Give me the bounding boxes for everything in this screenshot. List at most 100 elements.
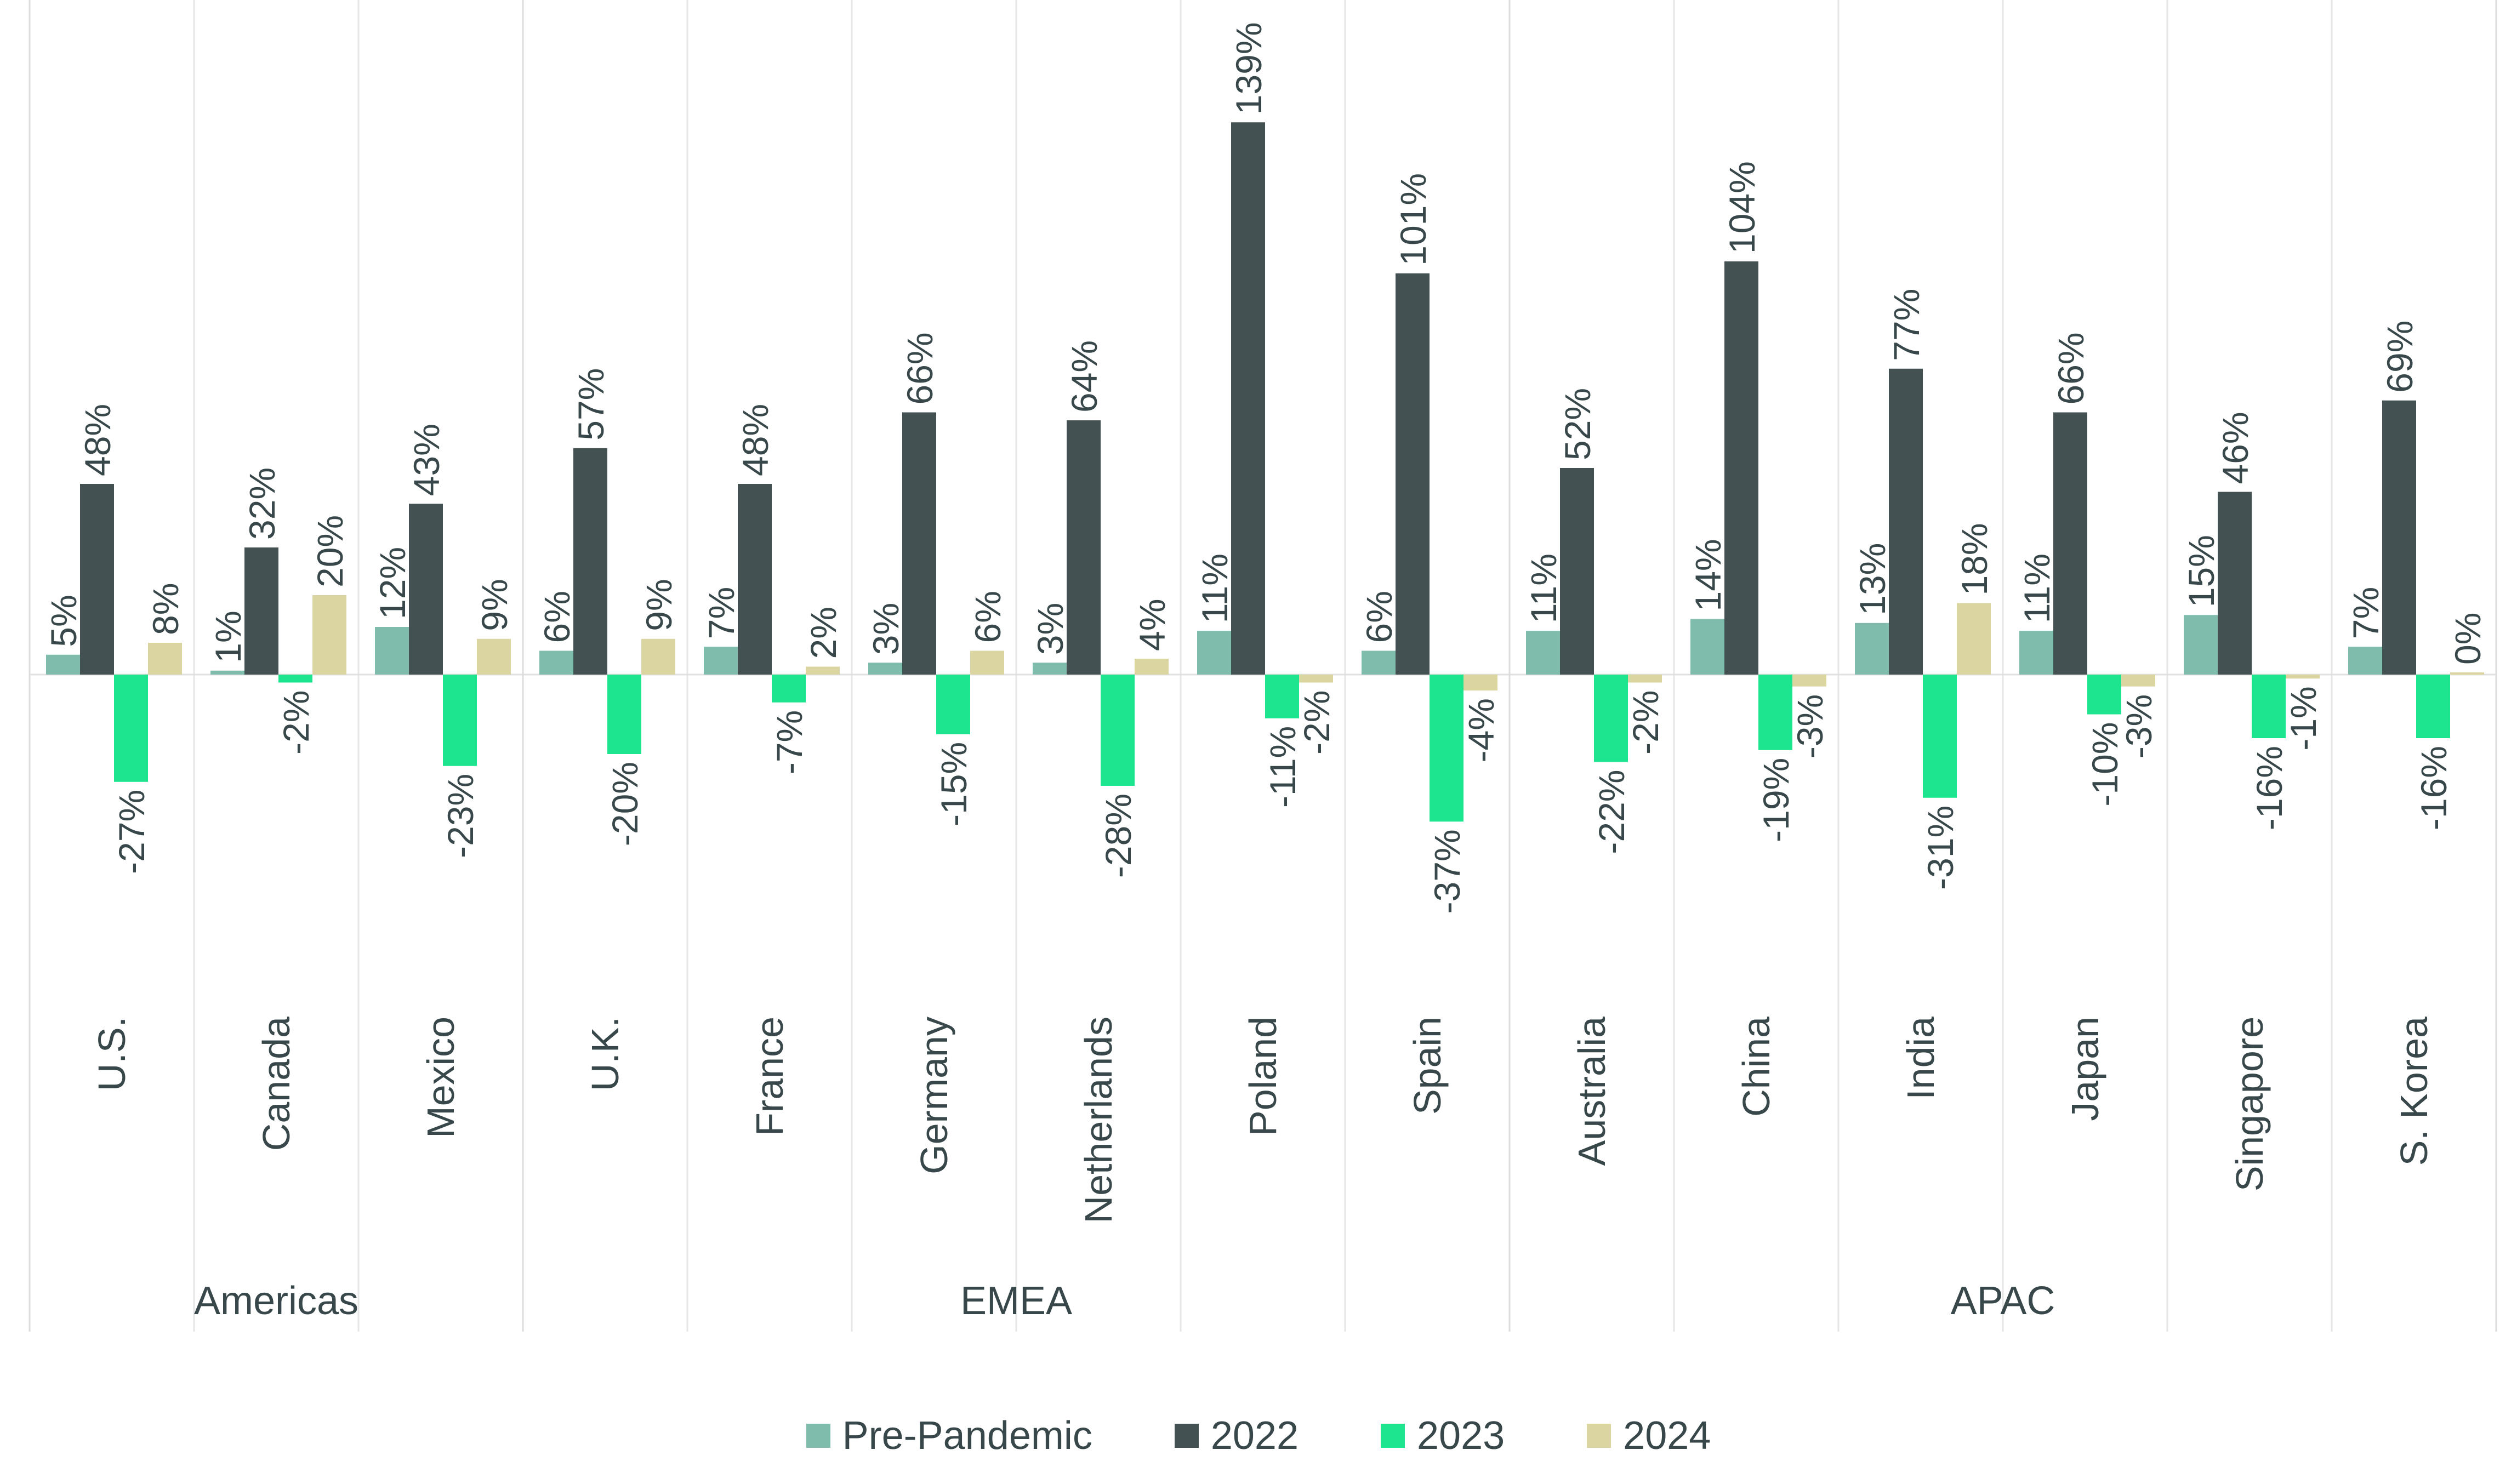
data-label: -7% <box>769 710 810 774</box>
legend-swatch <box>1174 1424 1199 1448</box>
bar-2023-japan <box>2087 675 2121 715</box>
data-label: 66% <box>2051 332 2091 404</box>
data-label: -10% <box>2085 722 2125 807</box>
data-label: 52% <box>1557 388 1598 460</box>
data-label: -2% <box>1625 690 1666 755</box>
legend-item: 2024 <box>1587 1413 1711 1458</box>
data-label: 3% <box>865 603 906 655</box>
bar-2024-poland <box>1299 675 1333 683</box>
category-label: China <box>1735 1017 1778 1117</box>
bar-2024-australia <box>1628 675 1662 683</box>
group-label: APAC <box>1951 1279 2055 1323</box>
bar-pre-pandemic-australia <box>1526 631 1560 675</box>
bar-2024-u-k- <box>641 638 675 675</box>
data-label: 48% <box>77 404 118 476</box>
data-label: 1% <box>208 610 248 663</box>
category-label: Canada <box>255 1017 298 1151</box>
bar-pre-pandemic-china <box>1690 619 1724 675</box>
bar-pre-pandemic-poland <box>1197 631 1231 675</box>
data-label: -3% <box>2119 694 2159 758</box>
legend-item: Pre-Pandemic <box>806 1413 1092 1458</box>
bar-chart-svg: 5% 1% 12% 6% 7% 3% 3% 11% 6% 11% 14% 13% 11% 15% 7% 48%… <box>29 0 2497 1332</box>
bar-pre-pandemic-germany <box>868 663 902 675</box>
bar-2024-india <box>1957 603 1991 675</box>
bar-2022-canada <box>244 547 278 675</box>
category-label: Germany <box>913 1017 955 1174</box>
bar-2023-germany <box>936 675 970 734</box>
bar-2024-s-korea <box>2450 672 2484 675</box>
data-label: 11% <box>2017 553 2057 623</box>
bar-2023-u-s- <box>114 675 148 782</box>
bar-2023-u-k- <box>607 675 641 754</box>
bar-2023-australia <box>1594 675 1628 762</box>
bar-2024-mexico <box>477 638 511 675</box>
category-label: France <box>748 1017 791 1136</box>
bar-2024-u-s- <box>148 643 182 675</box>
data-label: 7% <box>2345 587 2386 639</box>
category-label: India <box>1899 1017 1942 1100</box>
data-label: -23% <box>440 774 481 858</box>
data-label: -28% <box>1098 794 1138 878</box>
bar-2023-china <box>1758 675 1792 750</box>
data-label: -22% <box>1591 770 1632 854</box>
bar-2023-france <box>772 675 806 703</box>
data-label: 139% <box>1228 22 1269 115</box>
bar-2022-germany <box>902 412 936 675</box>
data-label: 12% <box>372 547 413 619</box>
data-label: 77% <box>1886 289 1927 361</box>
category-label: U.S. <box>90 1017 133 1091</box>
bar-2022-u-k- <box>573 448 607 675</box>
category-label: Netherlands <box>1077 1017 1120 1223</box>
bar-pre-pandemic-spain <box>1362 650 1396 675</box>
bar-2023-mexico <box>443 675 477 766</box>
bar-pre-pandemic-s-korea <box>2348 647 2382 675</box>
legend-item: 2023 <box>1381 1413 1505 1458</box>
bar-2022-u-s- <box>80 484 114 675</box>
data-label: 48% <box>735 404 776 476</box>
data-label: 7% <box>701 587 742 639</box>
data-label: 104% <box>1722 161 1762 254</box>
bar-2024-germany <box>970 650 1004 675</box>
bar-2023-canada <box>278 675 312 683</box>
data-label: 6% <box>537 591 577 643</box>
bar-2023-s-korea <box>2416 675 2450 738</box>
bar-layer <box>46 122 2484 822</box>
bar-pre-pandemic-france <box>704 647 738 675</box>
data-label: 6% <box>967 591 1008 643</box>
bar-2024-japan <box>2121 675 2155 687</box>
category-label: Japan <box>2064 1017 2106 1121</box>
legend-label: 2023 <box>1417 1414 1505 1458</box>
bar-2023-singapore <box>2252 675 2286 738</box>
bar-pre-pandemic-canada <box>210 670 244 675</box>
bar-2022-spain <box>1396 273 1430 675</box>
data-label: -16% <box>2413 746 2454 830</box>
bar-2022-poland <box>1231 122 1265 675</box>
category-label: Mexico <box>419 1017 462 1138</box>
data-label: 6% <box>1359 591 1399 643</box>
data-label: 0% <box>2447 613 2488 665</box>
data-label: -19% <box>1756 758 1796 842</box>
legend-swatch <box>1381 1424 1405 1448</box>
data-label: -11% <box>1262 726 1303 808</box>
data-label: -37% <box>1427 829 1467 914</box>
bar-pre-pandemic-india <box>1855 623 1889 675</box>
data-label: -3% <box>1790 694 1830 758</box>
bar-2022-india <box>1889 368 1923 675</box>
legend: Pre-Pandemic 2022 2023 2024 <box>0 1403 2517 1469</box>
axis-layer: U.S. Canada Mexico U.K. France Germany Netherl… <box>29 0 2497 1332</box>
bar-2023-poland <box>1265 675 1299 718</box>
data-label: -20% <box>605 762 645 846</box>
bar-pre-pandemic-netherlands <box>1033 663 1067 675</box>
data-label-layer: 5% 1% 12% 6% 7% 3% 3% 11% 6% 11% 14% 13% 11% 15% 7% 48%… <box>43 22 2488 914</box>
data-label: 20% <box>310 515 350 587</box>
legend-label: Pre-Pandemic <box>842 1414 1092 1458</box>
legend-swatch <box>1587 1424 1611 1448</box>
category-label: Singapore <box>2228 1017 2271 1191</box>
data-label: 9% <box>639 579 679 631</box>
bar-2024-spain <box>1463 675 1497 690</box>
bar-2022-singapore <box>2218 492 2252 675</box>
data-label: 2% <box>803 607 844 659</box>
data-label: 15% <box>2181 535 2222 607</box>
bar-pre-pandemic-u-k- <box>539 650 573 675</box>
data-label: 11% <box>1194 553 1235 623</box>
